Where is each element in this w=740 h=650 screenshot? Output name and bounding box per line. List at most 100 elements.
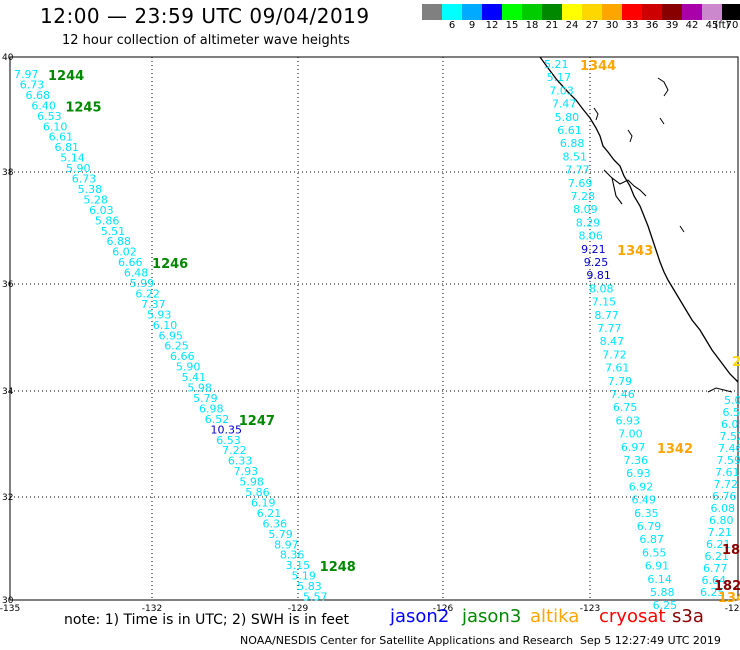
wave-height-value: 7.47 — [552, 98, 577, 111]
pass-time-label: 134 — [718, 591, 740, 606]
wave-height-value: 6.25 — [164, 340, 189, 353]
wave-height-value: 9.21 — [581, 243, 606, 256]
wave-height-value: 7.69 — [568, 177, 593, 190]
wave-height-value: 5.88 — [650, 586, 675, 599]
legend-cryosat: cryosat — [599, 606, 666, 627]
wave-height-value: 6.21 — [705, 550, 730, 563]
pass-time-label: 1244 — [48, 69, 84, 84]
wave-height-value: 8.97 — [274, 538, 299, 551]
map-title: 12:00 — 23:59 UTC 09/04/2019 — [40, 4, 370, 28]
wave-height-value: 5.38 — [78, 183, 103, 196]
wave-height-value: 3.15 — [286, 559, 311, 572]
wave-height-value: 8.08 — [589, 282, 614, 295]
wave-height-value: 7.79 — [608, 375, 633, 388]
wave-height-value: 5.90 — [66, 162, 91, 175]
wave-height-value: 6.08 — [711, 502, 736, 515]
colorbar-swatch — [582, 4, 602, 20]
wave-height-value: 9.81 — [586, 269, 611, 282]
lon-tick-label: -124 — [725, 604, 740, 614]
wave-height-value: 6.03 — [89, 204, 114, 217]
map-subtitle: 12 hour collection of altimeter wave hei… — [62, 33, 350, 48]
lat-tick-label: 38 — [2, 168, 14, 178]
colorbar-swatch — [642, 4, 662, 20]
lat-tick-label: 36 — [2, 280, 14, 290]
wave-height-value: 6.49 — [631, 494, 656, 507]
wave-height-value: 5.14 — [60, 152, 85, 165]
wave-height-value: 6.25 — [653, 599, 678, 612]
colorbar-tick-label: 27 — [585, 20, 599, 31]
colorbar-tick-label: 39 — [665, 20, 679, 31]
colorbar-swatch — [702, 4, 722, 20]
wave-height-value: 6.55 — [642, 546, 667, 559]
wave-height-value: 7.72 — [602, 348, 627, 361]
wave-height-value: 6.93 — [626, 467, 651, 480]
colorbar-tick-label: 24 — [565, 20, 579, 31]
wave-height-value: 8.77 — [594, 309, 619, 322]
wave-height-value: 5.90 — [176, 361, 201, 374]
pass-time-label: 2 — [732, 355, 740, 370]
colorbar-tick-label: 15 — [505, 20, 519, 31]
lon-tick-label: -123 — [580, 604, 600, 614]
lat-tick-label: 32 — [2, 493, 13, 503]
wave-height-value: 5.83 — [297, 580, 322, 593]
lon-tick-label: -135 — [0, 604, 20, 614]
wave-height-value: 7.59 — [717, 454, 740, 467]
wave-height-value: 6.21 — [706, 538, 731, 551]
legend-note: note: 1) Time is in UTC; 2) SWH is in fe… — [64, 612, 350, 628]
colorbar-swatch — [462, 4, 482, 20]
wave-height-value: 5.51 — [101, 225, 126, 238]
wave-height-value: 5.28 — [83, 193, 108, 206]
wave-height-value: 5.86 — [245, 486, 270, 499]
lon-tick-label: -132 — [142, 604, 162, 614]
wave-height-value: 9.25 — [584, 256, 609, 269]
pass-time-label: 1246 — [152, 257, 188, 272]
colorbar-tick-label: 30 — [605, 20, 619, 31]
pass-time-label: 1343 — [617, 244, 653, 259]
wave-height-value: 7.72 — [714, 478, 739, 491]
wave-height-value: 7.52 — [720, 430, 740, 443]
wave-height-value: 6.61 — [557, 124, 582, 137]
wave-height-value: 7.28 — [571, 190, 596, 203]
map-frame — [9, 56, 739, 601]
wave-height-value: 7.97 — [14, 68, 39, 81]
colorbar-tick-label: 36 — [645, 20, 659, 31]
wave-height-value: 5.17 — [547, 71, 572, 84]
colorbar-tick-label: 6 — [448, 20, 456, 31]
wave-height-value: 6.22 — [135, 287, 160, 300]
colorbar-unit: (ft) — [714, 20, 730, 31]
wave-height-value: 7.00 — [618, 428, 643, 441]
pass-time-label: 18 — [722, 543, 740, 558]
wave-height-value: 6.73 — [20, 78, 44, 91]
colorbar-tick-label: 18 — [525, 20, 539, 31]
lat-tick-label: 40 — [2, 53, 14, 63]
colorbar-swatch — [562, 4, 582, 20]
wave-height-value: 7.77 — [597, 322, 622, 335]
wave-height-value: 6.52 — [205, 413, 230, 426]
wave-height-value: 6.14 — [647, 573, 672, 586]
wave-height-value: 6.76 — [712, 490, 737, 503]
wave-height-value: 6.10 — [153, 319, 178, 332]
wave-height-value: 7.36 — [624, 454, 649, 467]
wave-height-value: 5.0 — [724, 394, 740, 407]
colorbar-tick-label: 70 — [725, 20, 739, 31]
colorbar-swatch — [502, 4, 522, 20]
wave-height-value: 7.61 — [605, 362, 630, 375]
wave-height-value: 6.73 — [72, 173, 97, 186]
colorbar-tick-label: 21 — [545, 20, 559, 31]
wave-height-value: 6.40 — [31, 99, 56, 112]
wave-height-value: 6.5 — [723, 406, 740, 419]
wave-height-value: 6.98 — [199, 402, 224, 415]
wave-height-value: 8.47 — [600, 335, 625, 348]
wave-height-value: 7.15 — [592, 296, 617, 309]
wave-height-value: 6.53 — [37, 110, 62, 123]
wave-height-value: 5.80 — [555, 111, 580, 124]
colorbar-labels: 6 9 12 15 18 21 24 27 30 33 36 39 42 45 70 (ft) — [422, 20, 740, 34]
coastline — [539, 56, 739, 393]
wave-height-value: 5.98 — [239, 476, 263, 489]
wave-height-value: 6.25 — [700, 586, 725, 599]
wave-height-value: 5.21 — [544, 58, 569, 71]
wave-height-value: 8.06 — [578, 230, 603, 243]
legend-s3a: s3a — [672, 606, 704, 627]
wave-height-value: 5.93 — [147, 308, 172, 321]
wave-height-value: 7.03 — [549, 84, 574, 97]
